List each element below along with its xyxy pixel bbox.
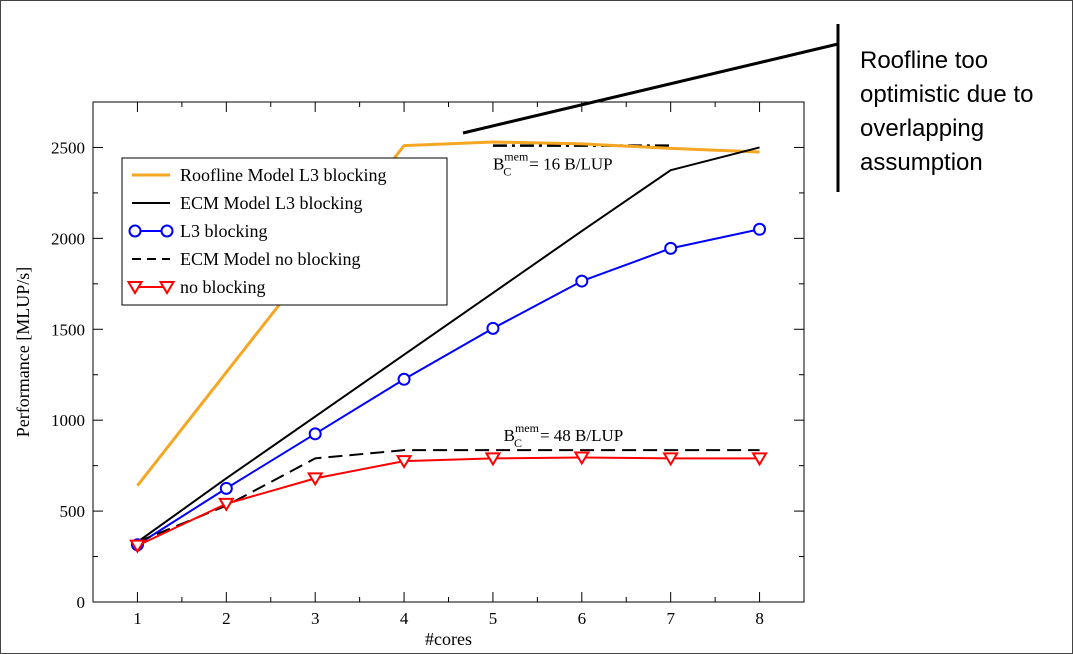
x-tick-label: 7 <box>666 609 675 628</box>
point-marker <box>662 452 679 467</box>
series-3 <box>137 449 760 543</box>
point-marker <box>575 274 589 288</box>
y-tick-label: 1500 <box>51 320 85 339</box>
bandwidth-annotation: Bmem C = 16 B/LUP <box>493 149 613 178</box>
y-tick-label: 2000 <box>51 229 85 248</box>
legend-item: L3 blocking <box>128 221 268 241</box>
series-2 <box>130 222 767 552</box>
bandwidth-annotation: Bmem C = 48 B/LUP <box>504 421 624 450</box>
legend-item: ECM Model no blocking <box>132 249 361 269</box>
point-marker <box>306 472 324 487</box>
x-tick-label: 6 <box>578 609 587 628</box>
y-tick-label: 1000 <box>51 411 85 430</box>
point-marker <box>129 539 146 554</box>
legend-label: L3 blocking <box>180 221 268 241</box>
point-marker <box>308 427 322 441</box>
point-marker <box>751 452 768 467</box>
point-marker <box>160 224 174 238</box>
legend-label: Roofline Model L3 blocking <box>180 165 386 185</box>
x-tick-label: 4 <box>400 609 409 628</box>
callout-text-line: assumption <box>860 149 983 176</box>
series-line <box>136 228 760 546</box>
series-line <box>137 449 760 543</box>
x-tick-label: 2 <box>222 609 231 628</box>
callout-text-line: Roofline too <box>860 47 988 74</box>
y-axis-label: Performance [MLUP/s] <box>13 267 33 437</box>
point-marker <box>219 481 233 495</box>
y-tick-label: 0 <box>77 593 86 612</box>
x-tick-label: 8 <box>755 609 764 628</box>
callout-pointer <box>462 42 839 135</box>
point-marker <box>573 451 591 466</box>
x-axis-label: #cores <box>425 629 472 649</box>
series-1 <box>136 146 760 543</box>
point-marker <box>484 452 502 467</box>
x-tick-label: 5 <box>489 609 498 628</box>
legend-label: ECM Model no blocking <box>180 249 361 269</box>
point-marker <box>395 455 413 470</box>
x-tick-label: 3 <box>311 609 320 628</box>
point-marker <box>126 281 144 295</box>
series-4 <box>129 451 768 554</box>
y-tick-label: 500 <box>60 502 86 521</box>
callout-text-line: overlapping <box>860 115 984 142</box>
legend-box <box>121 157 448 306</box>
series-line <box>136 146 760 543</box>
series-line <box>137 456 760 547</box>
point-marker <box>664 241 678 255</box>
x-tick-label: 1 <box>133 609 142 628</box>
callout-text-line: optimistic due to <box>860 81 1033 108</box>
point-marker <box>486 321 500 335</box>
point-marker <box>158 281 176 295</box>
point-marker <box>218 497 235 512</box>
point-marker <box>128 224 142 238</box>
legend-item: Roofline Model L3 blocking <box>132 165 386 185</box>
legend-label: no blocking <box>180 277 266 297</box>
point-marker <box>397 372 411 386</box>
legend-item: no blocking <box>126 277 266 297</box>
legend-item: ECM Model L3 blocking <box>132 193 363 213</box>
legend-label: ECM Model L3 blocking <box>180 193 363 213</box>
y-tick-label: 2500 <box>51 138 85 157</box>
point-marker <box>753 222 767 236</box>
